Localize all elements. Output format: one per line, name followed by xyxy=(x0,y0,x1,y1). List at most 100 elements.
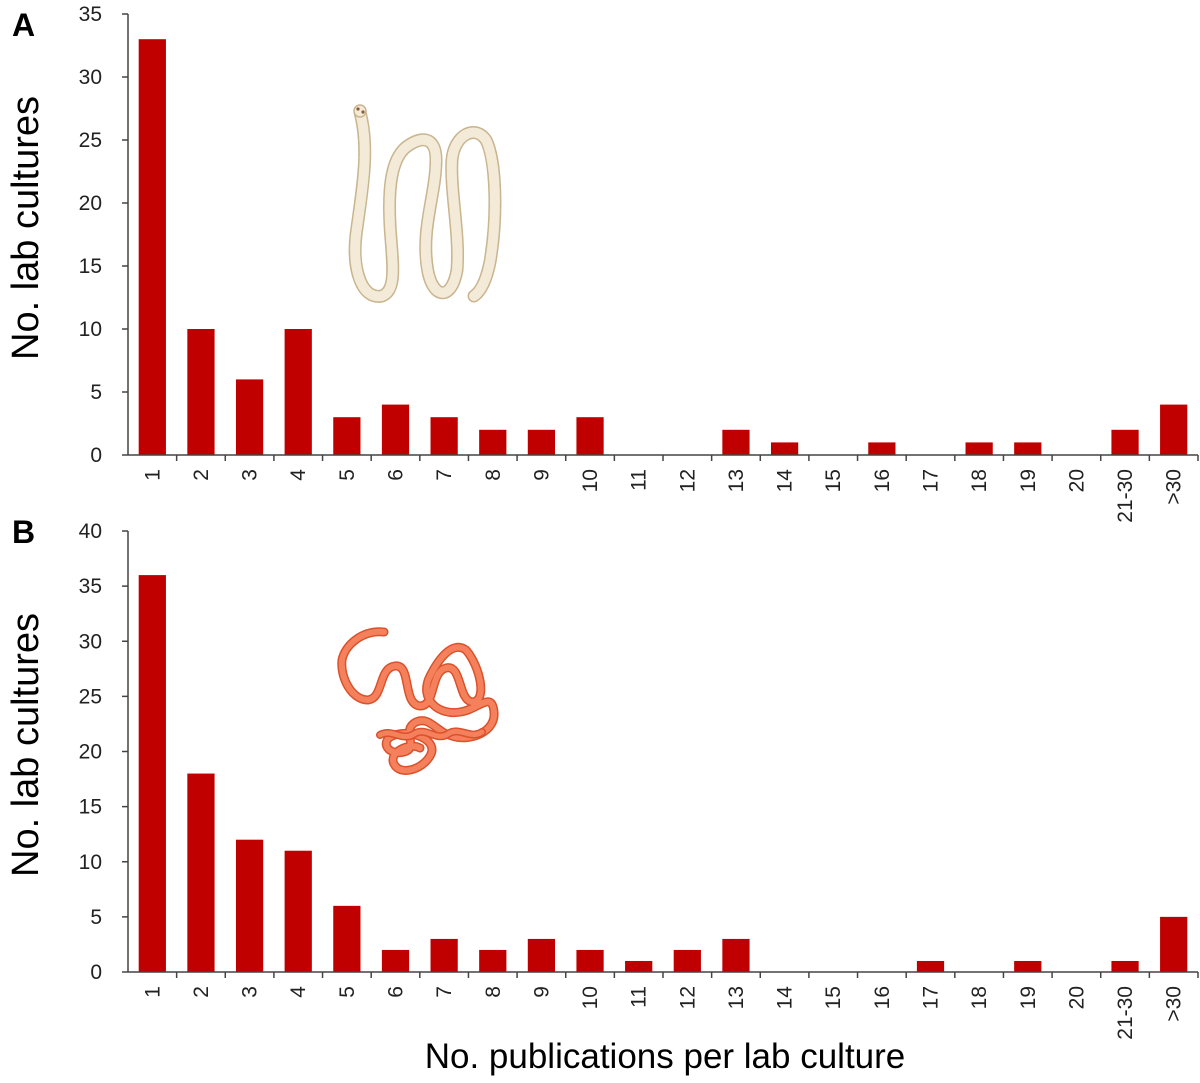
x-tick-label: 17 xyxy=(920,986,943,1009)
x-tick-label: 10 xyxy=(579,469,602,492)
bar xyxy=(187,329,215,455)
bar xyxy=(527,938,556,972)
x-tick-label: 14 xyxy=(774,986,797,1010)
bar xyxy=(479,949,507,972)
panel-a-x-ticks: 1 2 3 4 5 6 7 8 9 10 11 12 13 14 15 16 17 18 19 20 21-30 >30 xyxy=(141,455,1199,523)
bar xyxy=(333,417,361,455)
y-tick-label: 5 xyxy=(90,906,102,929)
bar xyxy=(576,949,604,972)
x-tick-label: 11 xyxy=(628,469,651,491)
x-tick-label: >30 xyxy=(1163,986,1186,1022)
x-tick-label: 18 xyxy=(968,986,991,1009)
x-tick-label: 2 xyxy=(190,469,213,481)
x-tick-label: 11 xyxy=(628,986,651,1008)
bar xyxy=(235,839,264,972)
x-tick-label: 13 xyxy=(725,986,748,1009)
bar xyxy=(430,417,458,455)
bar xyxy=(187,773,215,972)
x-tick-label: 20 xyxy=(1065,469,1088,492)
x-tick-label: 15 xyxy=(822,986,845,1009)
panel-b-bars xyxy=(138,575,1188,972)
panel-a-y-ticks: 0 5 10 15 20 25 30 35 xyxy=(79,3,128,467)
x-tick-label: 12 xyxy=(676,469,699,492)
bar xyxy=(284,329,312,455)
bar xyxy=(673,949,701,972)
bar xyxy=(381,949,410,972)
bar xyxy=(333,905,361,972)
y-tick-label: 25 xyxy=(79,129,102,152)
bar xyxy=(381,404,410,455)
y-tick-label: 0 xyxy=(90,444,102,467)
bar xyxy=(235,379,264,455)
y-tick-label: 35 xyxy=(79,3,102,26)
x-tick-label: 21-30 xyxy=(1114,986,1137,1040)
x-tick-label: 6 xyxy=(385,986,408,998)
x-tick-label: 9 xyxy=(530,986,553,998)
x-tick-label: 12 xyxy=(676,986,699,1009)
bar xyxy=(1160,916,1188,972)
x-tick-label: 3 xyxy=(239,986,262,998)
x-tick-label: 1 xyxy=(141,986,164,998)
x-tick-label: 19 xyxy=(1017,986,1040,1009)
y-tick-label: 10 xyxy=(79,851,102,874)
y-tick-label: 0 xyxy=(90,961,102,984)
bar xyxy=(479,429,507,455)
y-tick-label: 40 xyxy=(79,520,102,543)
bar xyxy=(625,960,653,972)
panel-a-letter: A xyxy=(12,7,35,43)
bar xyxy=(1014,960,1042,972)
bar xyxy=(576,417,604,455)
y-tick-label: 25 xyxy=(79,685,102,708)
bar xyxy=(1014,442,1042,455)
tapeworm-illustration xyxy=(348,104,502,303)
panel-b-x-axis-label: No. publications per lab culture xyxy=(425,1037,906,1076)
bar xyxy=(722,938,750,972)
bar xyxy=(1160,404,1188,455)
x-tick-label: 10 xyxy=(579,986,602,1009)
x-tick-label: 8 xyxy=(482,986,505,998)
roundworm-illustration xyxy=(337,627,499,775)
x-tick-label: 6 xyxy=(385,469,408,481)
y-tick-label: 15 xyxy=(79,796,102,819)
x-tick-label: 20 xyxy=(1065,986,1088,1009)
bar xyxy=(965,442,993,455)
y-tick-label: 20 xyxy=(79,741,102,764)
y-tick-label: 10 xyxy=(79,318,102,341)
x-tick-label: 16 xyxy=(871,469,894,492)
x-tick-label: 7 xyxy=(433,469,456,481)
bar xyxy=(770,442,799,455)
bar xyxy=(868,442,896,455)
x-tick-label: 4 xyxy=(287,469,310,481)
x-tick-label: 14 xyxy=(774,469,797,493)
x-tick-label: 8 xyxy=(482,469,505,481)
panel-b-y-axis-label: No. lab cultures xyxy=(5,613,47,877)
y-tick-label: 30 xyxy=(79,630,102,653)
bar xyxy=(430,938,458,972)
y-tick-label: 5 xyxy=(90,381,102,404)
panel-b-letter: B xyxy=(12,514,35,550)
panel-a-bars xyxy=(138,39,1188,455)
bar xyxy=(722,429,750,455)
bar xyxy=(527,429,556,455)
x-tick-label: 3 xyxy=(239,469,262,481)
x-tick-label: 21-30 xyxy=(1114,469,1137,523)
x-tick-label: 1 xyxy=(141,469,164,481)
x-tick-label: 15 xyxy=(822,469,845,492)
bar xyxy=(1111,960,1139,972)
x-tick-label: 13 xyxy=(725,469,748,492)
bar xyxy=(138,39,166,455)
panel-b-x-ticks: 1 2 3 4 5 6 7 8 9 10 11 12 13 14 15 16 17 18 19 20 21-30 >30 xyxy=(141,972,1199,1040)
panel-b-y-ticks: 0 5 10 15 20 25 30 35 40 xyxy=(79,520,128,984)
x-tick-label: 17 xyxy=(920,469,943,492)
y-tick-label: 30 xyxy=(79,66,102,89)
bar xyxy=(916,960,945,972)
bar xyxy=(284,850,312,972)
bar xyxy=(138,575,166,972)
x-tick-label: 5 xyxy=(336,986,359,998)
x-tick-label: 4 xyxy=(287,986,310,998)
x-tick-label: 7 xyxy=(433,986,456,998)
x-tick-label: 2 xyxy=(190,986,213,998)
panel-a-y-axis-label: No. lab cultures xyxy=(5,96,47,360)
